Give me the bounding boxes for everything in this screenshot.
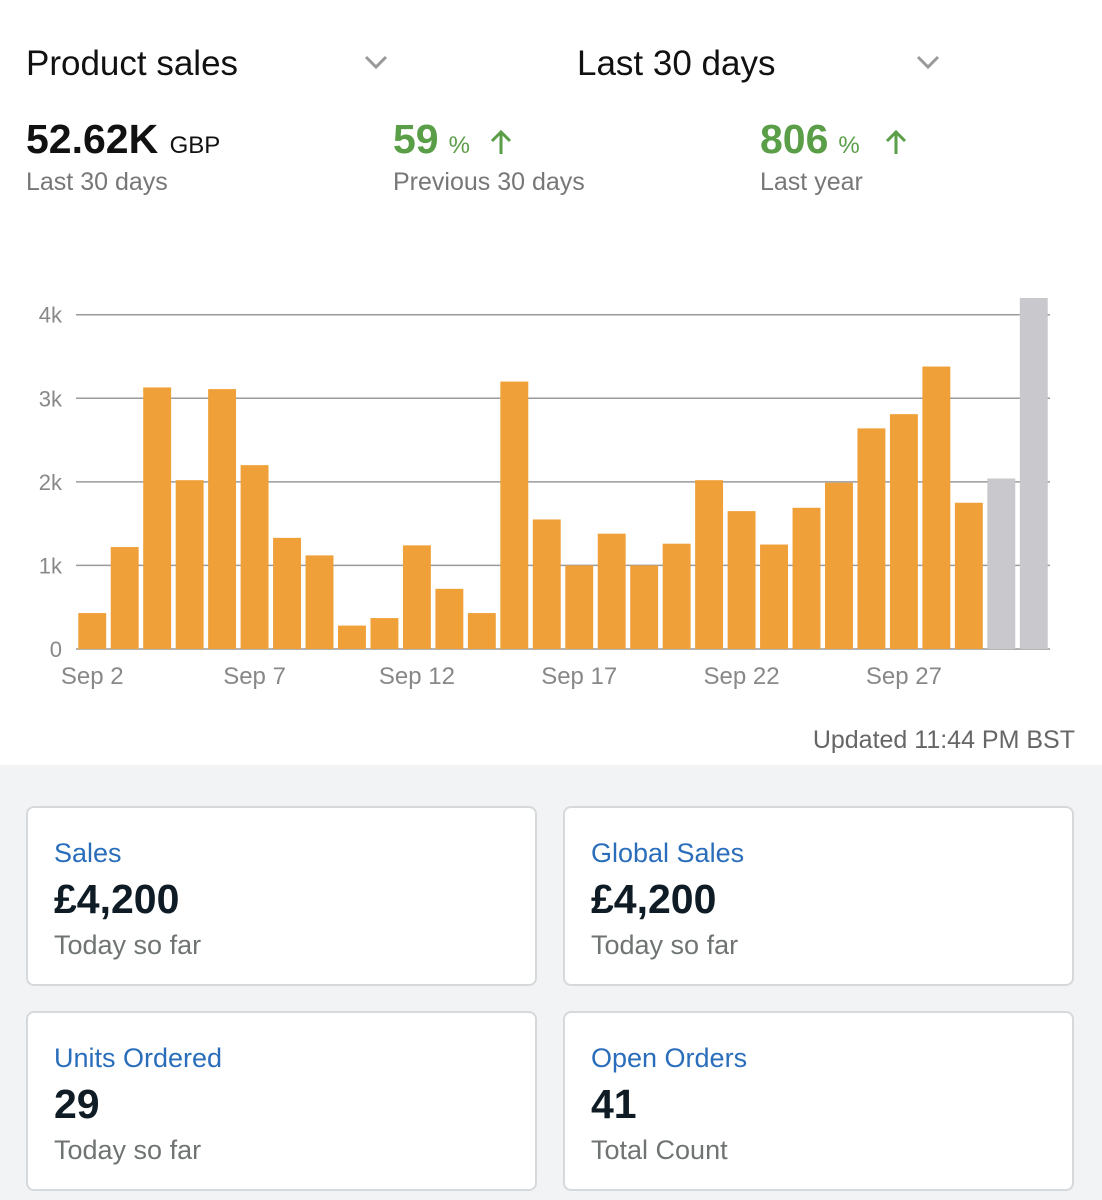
card-label: Global Sales — [591, 838, 745, 868]
bar — [370, 618, 399, 649]
bar — [662, 543, 691, 649]
card-value: £4,200 — [54, 876, 180, 922]
bar — [240, 465, 269, 649]
bar — [954, 502, 983, 649]
bar — [175, 480, 204, 649]
card-value: £4,200 — [591, 876, 717, 922]
bar — [273, 537, 301, 649]
bar — [889, 414, 918, 649]
stat-value: 59% — [393, 116, 470, 163]
x-tick-label: Sep 17 — [541, 663, 617, 690]
y-tick-label: 2k — [39, 470, 63, 495]
bar — [695, 480, 724, 649]
stat-number: 52.62K — [26, 116, 159, 162]
chevron — [364, 55, 388, 70]
card-label: Open Orders — [591, 1043, 748, 1073]
bar — [565, 565, 594, 649]
stat-unit: GBP — [169, 132, 221, 159]
card-note: Today so far — [591, 930, 739, 960]
arrow-up — [490, 129, 512, 154]
bar — [630, 565, 659, 649]
bar — [1019, 298, 1048, 649]
bar — [987, 478, 1016, 649]
bar — [78, 613, 107, 649]
metric-dropdown[interactable]: Product sales — [26, 44, 239, 83]
bar — [402, 545, 431, 649]
chart: 0 1k 2k 3k 4k Sep 2 Sep 7 Sep 12 Sep 17 Sep 22 Sep… — [39, 55, 1050, 690]
chevron — [916, 55, 940, 70]
stat-value: 52.62K GBP — [26, 116, 220, 163]
bar — [727, 511, 756, 649]
card[interactable]: Open Orders 41 Total Count — [563, 1011, 1074, 1191]
card-note: Today so far — [54, 1135, 202, 1165]
bar — [338, 625, 366, 649]
arrow-up — [885, 129, 907, 154]
x-tick-label: Sep 7 — [223, 663, 286, 690]
stat-unit: % — [448, 132, 470, 159]
card-note: Today so far — [54, 930, 202, 960]
bar — [532, 519, 561, 649]
card[interactable]: Global Sales £4,200 Today so far — [563, 806, 1074, 986]
card[interactable]: Sales £4,200 Today so far — [26, 806, 537, 986]
stat-label: Previous 30 days — [393, 168, 585, 196]
stat-number: 806 — [760, 116, 829, 162]
bar — [597, 533, 626, 649]
y-tick-label: 0 — [50, 637, 62, 662]
period-dropdown[interactable]: Last 30 days — [577, 44, 776, 83]
bar — [110, 547, 139, 649]
cards-area: Sales £4,200 Today so far Global Sales £… — [0, 765, 1102, 1200]
x-tick-label: Sep 27 — [866, 663, 942, 690]
bar — [825, 482, 853, 649]
card-label: Sales — [54, 838, 122, 868]
card-label: Units Ordered — [54, 1043, 223, 1073]
updated-time: Updated 11:44 PM BST — [812, 726, 1075, 754]
stat-value: 806% — [760, 116, 860, 163]
card[interactable]: Units Ordered 29 Today so far — [26, 1011, 537, 1191]
stat-unit: % — [838, 132, 860, 159]
x-tick-label: Sep 2 — [61, 663, 124, 690]
bar — [760, 544, 788, 649]
stat-number: 59 — [393, 116, 439, 162]
bar — [857, 428, 886, 649]
x-tick-label: Sep 12 — [379, 663, 455, 690]
stat-label: Last year — [760, 168, 863, 196]
x-tick-label: Sep 22 — [704, 663, 780, 690]
stat-label: Last 30 days — [26, 168, 168, 196]
bar — [143, 387, 172, 649]
card-value: 41 — [591, 1081, 637, 1127]
bar — [500, 381, 529, 649]
bar — [467, 613, 496, 649]
bar — [792, 507, 821, 649]
bar — [305, 555, 334, 649]
bar — [435, 588, 464, 649]
y-tick-label: 1k — [39, 553, 63, 578]
bar — [208, 389, 237, 649]
card-value: 29 — [54, 1081, 100, 1127]
y-tick-label: 4k — [39, 303, 63, 328]
bar — [922, 366, 951, 649]
y-tick-label: 3k — [39, 386, 63, 411]
card-note: Total Count — [591, 1135, 728, 1165]
